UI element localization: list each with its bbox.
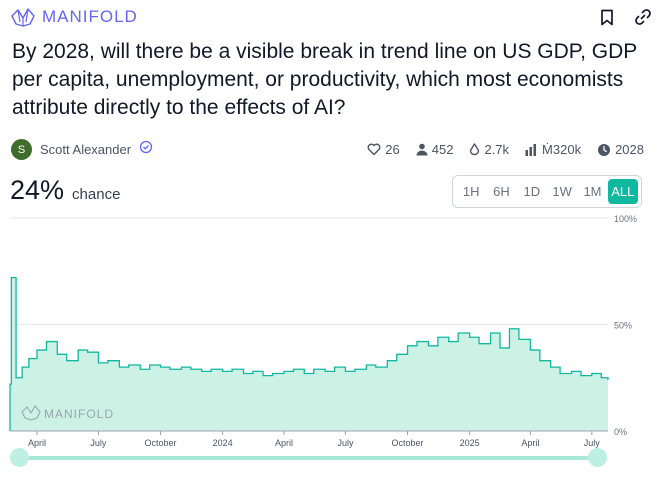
watermark-text: MANIFOLD bbox=[44, 407, 114, 421]
y-tick-label: 0% bbox=[614, 427, 627, 437]
probability-value: 24% bbox=[10, 175, 65, 205]
clock-icon bbox=[597, 143, 611, 157]
y-axis-ticks: 100% 50% 0% bbox=[614, 214, 637, 437]
x-tick-label: April bbox=[28, 438, 46, 448]
y-tick-label: 100% bbox=[614, 214, 637, 224]
heart-icon bbox=[367, 143, 381, 156]
y-tick-label: 50% bbox=[614, 321, 632, 331]
chart-gridlines bbox=[10, 217, 608, 325]
manifold-logo-icon bbox=[10, 6, 36, 28]
slider-track[interactable] bbox=[20, 456, 598, 460]
bar-chart-icon bbox=[525, 143, 538, 156]
volume-stat[interactable]: Ṁ320k bbox=[525, 142, 581, 157]
timeframe-1w[interactable]: 1W bbox=[552, 184, 572, 199]
time-range-slider[interactable] bbox=[10, 448, 608, 468]
x-tick-label: April bbox=[275, 438, 293, 448]
probability-area bbox=[10, 277, 608, 431]
traders-count: 452 bbox=[431, 142, 454, 157]
x-tick-label: July bbox=[337, 438, 354, 448]
timeframe-all[interactable]: ALL bbox=[607, 179, 638, 204]
link-icon[interactable] bbox=[632, 6, 654, 28]
droplet-icon bbox=[469, 142, 480, 157]
likes-stat[interactable]: 26 bbox=[367, 142, 400, 157]
timeframe-1h[interactable]: 1H bbox=[462, 184, 480, 199]
volume-amount: Ṁ320k bbox=[542, 142, 582, 157]
avatar[interactable]: S bbox=[11, 139, 32, 160]
timeframe-1m[interactable]: 1M bbox=[583, 184, 602, 199]
user-icon bbox=[416, 143, 428, 156]
market-stats: 26 452 2.7k Ṁ320k 2028 bbox=[367, 142, 644, 157]
slider-handle-start[interactable] bbox=[10, 448, 29, 467]
top-bar: MANIFOLD bbox=[0, 0, 668, 34]
manifold-watermark-icon bbox=[21, 405, 41, 421]
x-tick-label: 2025 bbox=[460, 438, 480, 448]
chart-watermark: MANIFOLD bbox=[21, 405, 114, 421]
creator-name[interactable]: Scott Alexander bbox=[40, 142, 132, 157]
traders-stat[interactable]: 452 bbox=[416, 142, 454, 157]
creator-info[interactable]: S Scott Alexander bbox=[11, 139, 153, 160]
x-tick-label: July bbox=[90, 438, 107, 448]
x-tick-label: October bbox=[145, 438, 177, 448]
probability-chart[interactable]: MANIFOLD 100%50%0% April July October 2024 A… bbox=[0, 212, 668, 448]
question-title: By 2028, will there be a visible break i… bbox=[12, 40, 637, 119]
x-tick-label: 2024 bbox=[213, 438, 233, 448]
likes-count: 26 bbox=[385, 142, 400, 157]
probability-line bbox=[9, 276, 609, 431]
liquidity-stat[interactable]: 2.7k bbox=[469, 142, 509, 157]
timeframe-6h[interactable]: 6H bbox=[493, 184, 510, 199]
close-year: 2028 bbox=[615, 142, 644, 157]
x-tick-label: April bbox=[521, 438, 539, 448]
x-tick-label: October bbox=[392, 438, 424, 448]
logo-text: MANIFOLD bbox=[42, 7, 138, 26]
bookmark-icon[interactable] bbox=[596, 6, 618, 28]
manifold-logo[interactable]: MANIFOLD bbox=[10, 6, 138, 28]
slider-handle-end[interactable] bbox=[588, 448, 607, 467]
liquidity-amount: 2.7k bbox=[484, 142, 510, 157]
x-axis-ticks: April July October 2024 April July October 2025… bbox=[10, 430, 608, 448]
probability-label: chance bbox=[72, 186, 121, 203]
x-tick-label: July bbox=[584, 438, 601, 448]
timeframe-selector: 1H 6H 1D 1W 1M ALL bbox=[452, 175, 642, 208]
probability-display: 24% chance bbox=[10, 175, 120, 206]
close-date-stat[interactable]: 2028 bbox=[597, 142, 644, 157]
verified-badge-icon bbox=[139, 140, 153, 159]
timeframe-1d[interactable]: 1D bbox=[523, 184, 541, 199]
